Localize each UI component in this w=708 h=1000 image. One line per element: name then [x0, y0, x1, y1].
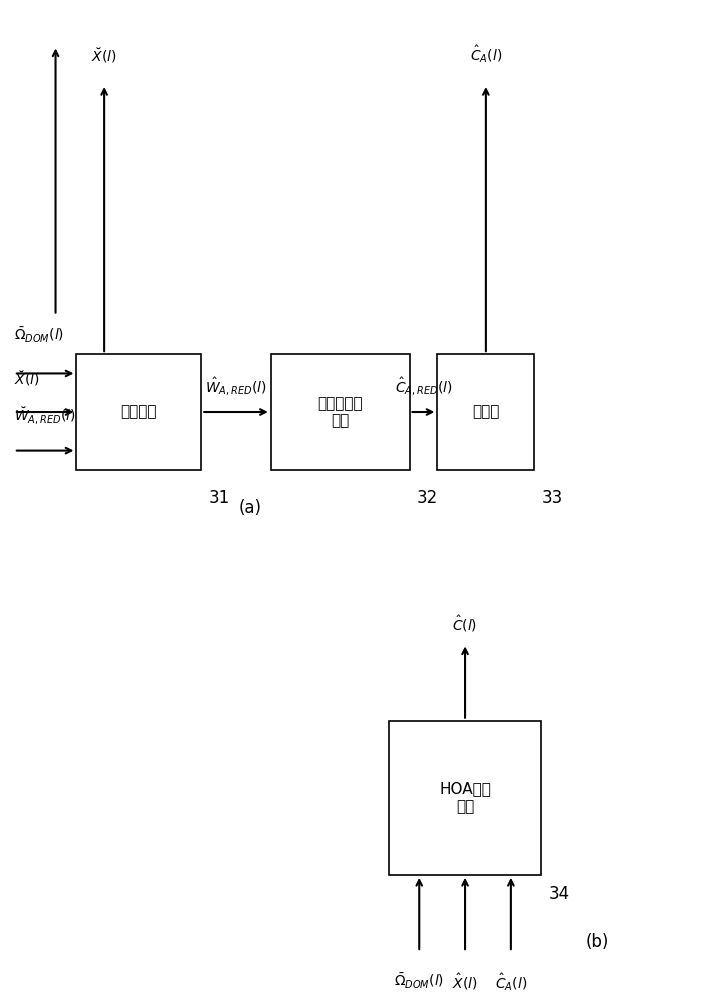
FancyBboxPatch shape [438, 354, 535, 470]
Text: $\breve{X}(l)$: $\breve{X}(l)$ [14, 369, 40, 388]
Text: (b): (b) [586, 933, 609, 951]
FancyBboxPatch shape [389, 721, 542, 875]
Text: 31: 31 [208, 489, 229, 507]
Text: $\hat{C}(l)$: $\hat{C}(l)$ [452, 614, 478, 634]
Text: $\breve{W}_{A,RED}(l)$: $\breve{W}_{A,RED}(l)$ [14, 406, 76, 426]
Text: 逆球谐函数
变换: 逆球谐函数 变换 [317, 396, 363, 428]
Text: 32: 32 [416, 489, 438, 507]
Text: 33: 33 [542, 489, 563, 507]
Text: 阶扩展: 阶扩展 [472, 405, 500, 420]
Text: 感知解码: 感知解码 [120, 405, 157, 420]
Text: $\hat{C}_{A}(l)$: $\hat{C}_{A}(l)$ [495, 971, 527, 993]
FancyBboxPatch shape [270, 354, 409, 470]
Text: $\bar{\Omega}_{DOM}(l)$: $\bar{\Omega}_{DOM}(l)$ [394, 971, 445, 991]
Text: $\hat{C}_{A,RED}(l)$: $\hat{C}_{A,RED}(l)$ [394, 375, 452, 398]
Text: $\hat{W}_{A,RED}(l)$: $\hat{W}_{A,RED}(l)$ [205, 375, 267, 398]
Text: HOA信号
组成: HOA信号 组成 [439, 782, 491, 814]
Text: $\hat{X}(l)$: $\hat{X}(l)$ [452, 971, 478, 992]
Text: $\breve{X}(l)$: $\breve{X}(l)$ [91, 46, 117, 65]
Text: 34: 34 [549, 885, 569, 903]
Text: $\bar{\Omega}_{DOM}(l)$: $\bar{\Omega}_{DOM}(l)$ [14, 325, 64, 345]
Text: (a): (a) [239, 499, 261, 517]
FancyBboxPatch shape [76, 354, 201, 470]
Text: $\hat{C}_{A}(l)$: $\hat{C}_{A}(l)$ [469, 43, 502, 65]
